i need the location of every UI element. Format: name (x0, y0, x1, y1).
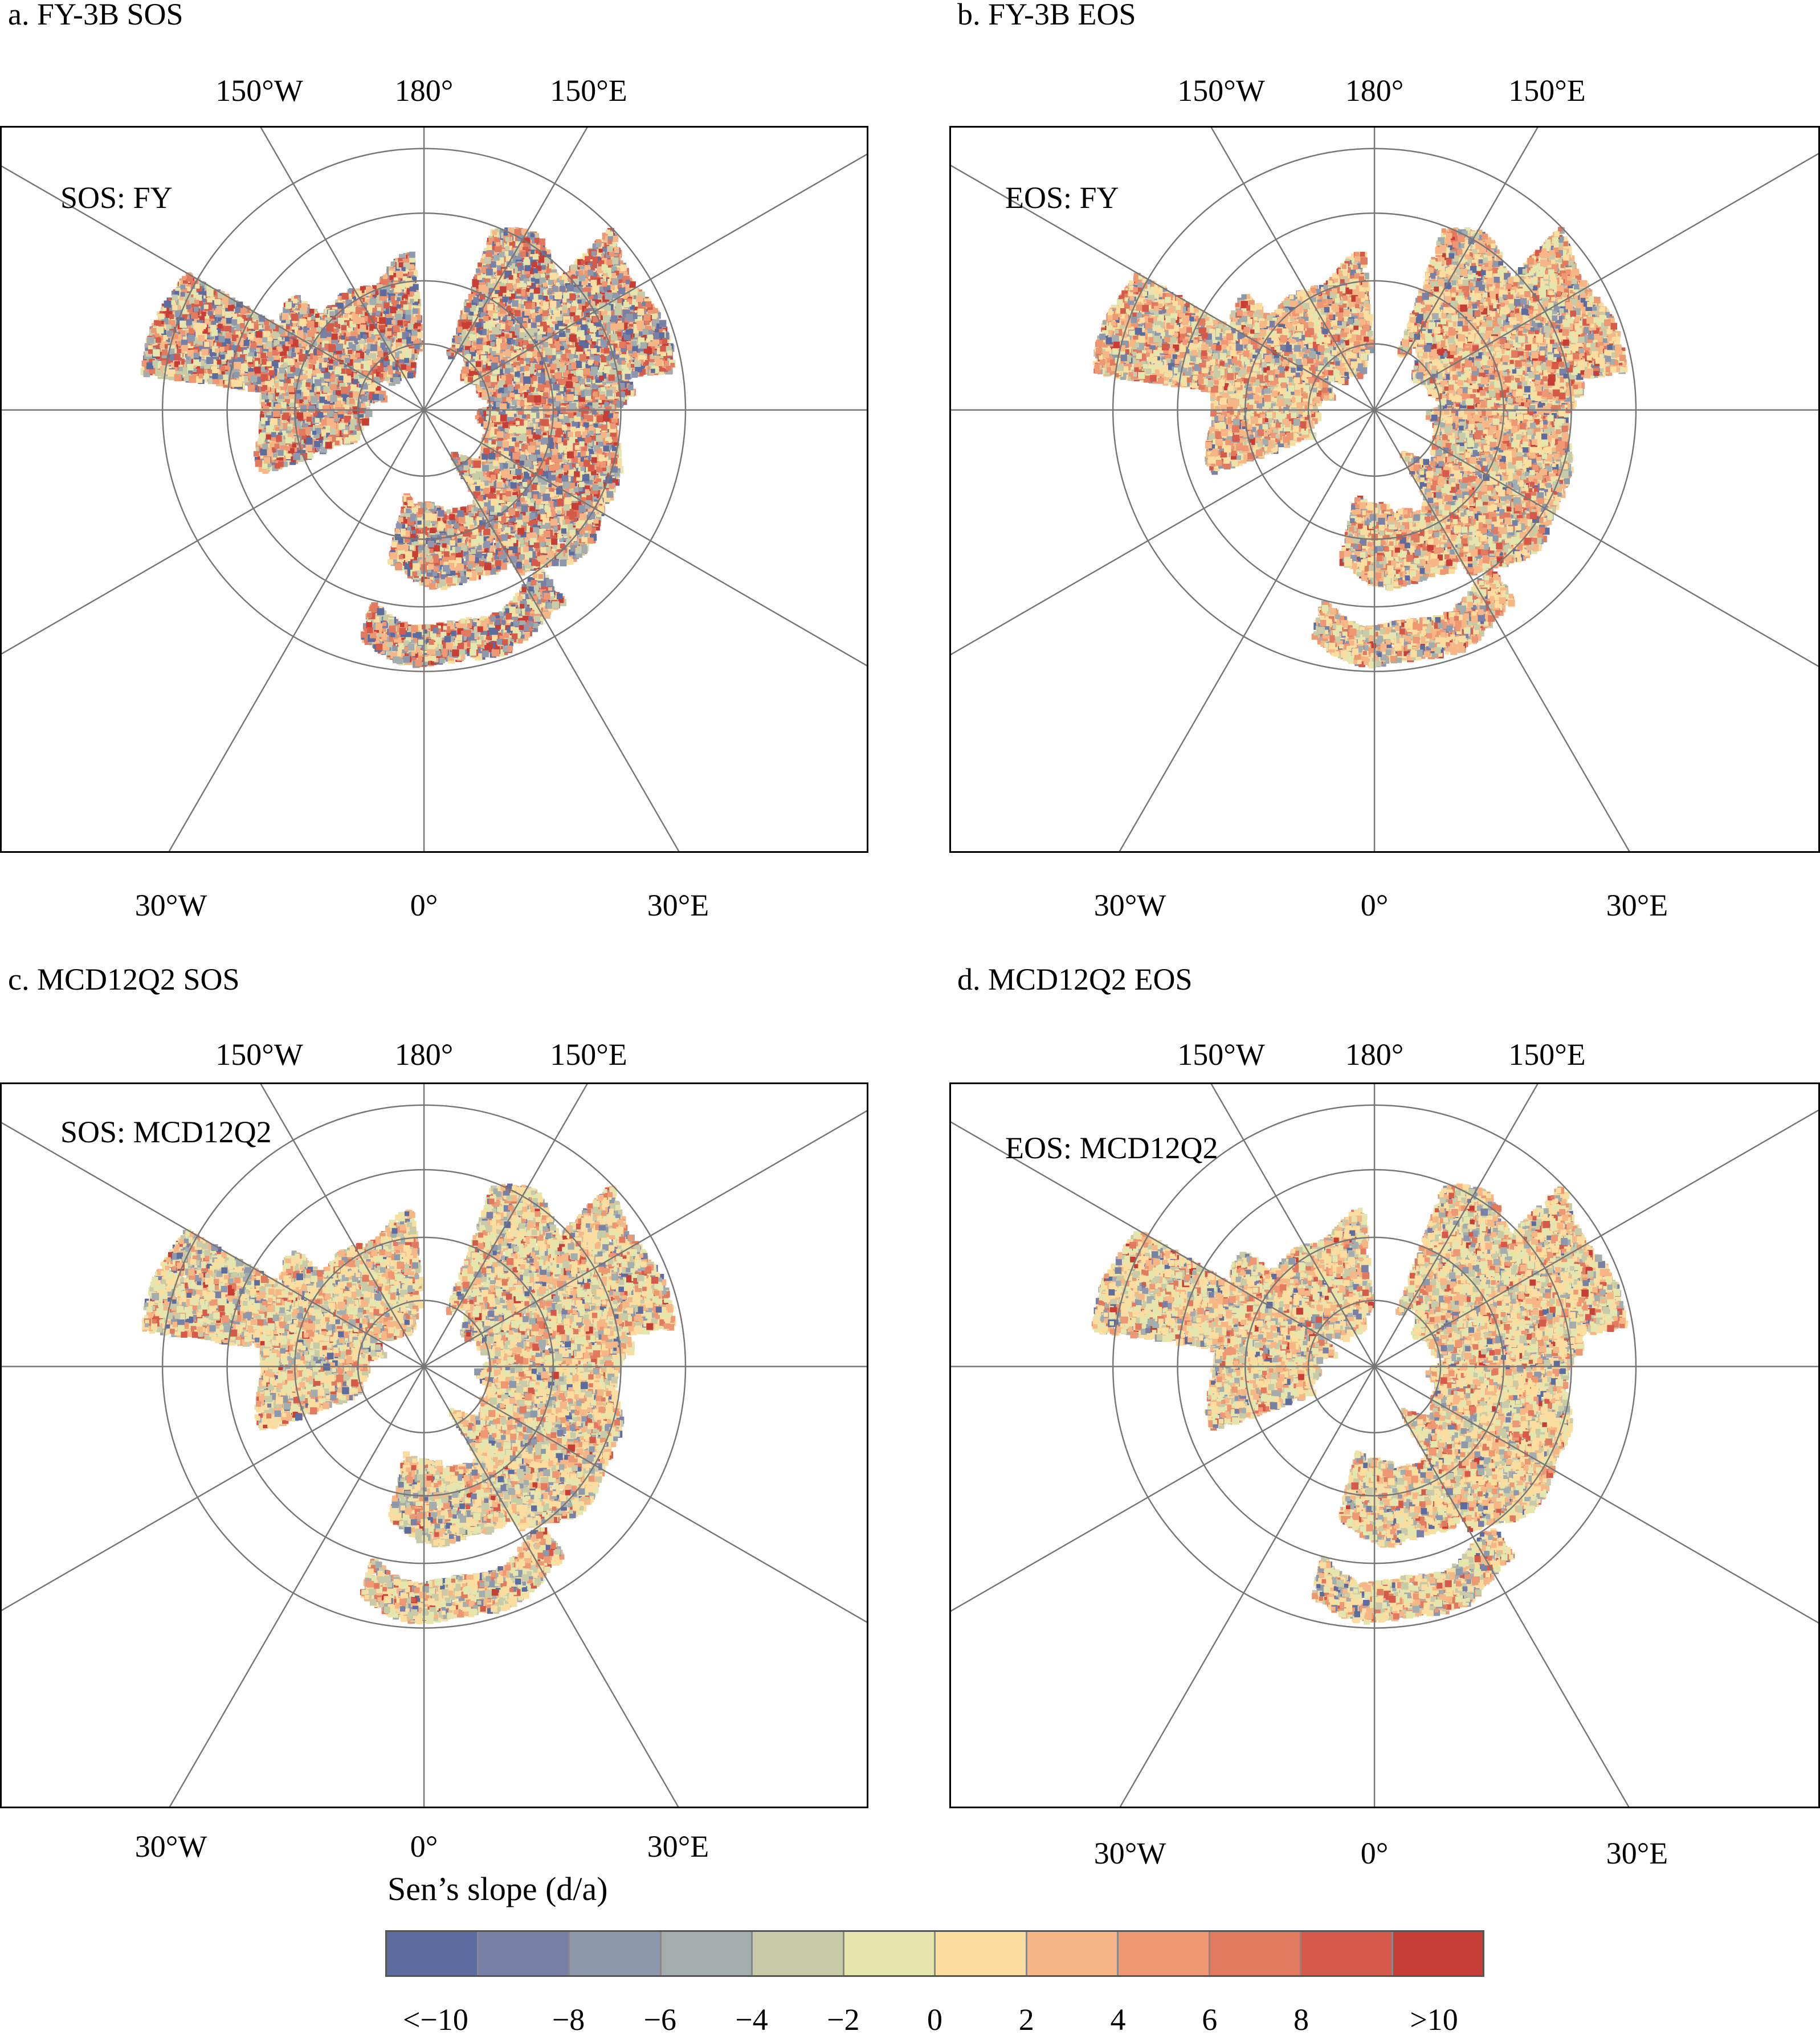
trend-pixel (487, 557, 492, 562)
trend-pixel (442, 544, 447, 548)
trend-pixel (399, 555, 403, 559)
trend-pixel (476, 566, 483, 573)
trend-pixel (457, 563, 464, 570)
trend-pixel (397, 545, 403, 551)
trend-pixel (450, 571, 455, 576)
trend-pixel (483, 530, 488, 535)
trend-pixel (466, 571, 472, 577)
trend-pixel (455, 547, 461, 553)
trend-pixel (428, 564, 434, 570)
panel-title: a. FY-3B SOS (8, 0, 183, 32)
trend-pixel (458, 538, 462, 542)
trend-pixel (459, 517, 466, 524)
trend-pixel (471, 549, 476, 554)
trend-pixel (478, 554, 481, 558)
trend-pixel (390, 552, 397, 559)
trend-pixel (418, 545, 423, 550)
trend-pixel (388, 559, 393, 565)
trend-pixel (398, 517, 403, 522)
trend-pixel (429, 559, 433, 563)
trend-pixel (471, 539, 479, 546)
trend-pixel (468, 564, 473, 569)
trend-pixel (479, 561, 485, 567)
trend-pixel (403, 544, 409, 550)
trend-pixel (395, 529, 399, 533)
trend-pixel (457, 578, 461, 582)
trend-pixel (444, 551, 450, 557)
trend-pixel (495, 560, 501, 566)
trend-pixel (410, 546, 414, 550)
trend-pixel (552, 559, 558, 566)
trend-pixel (474, 507, 478, 511)
trend-pixel (395, 563, 402, 570)
trend-pixel (457, 510, 464, 517)
trend-pixel (430, 527, 436, 533)
trend-pixel (412, 571, 417, 577)
trend-pixel (485, 570, 491, 575)
trend-pixel (432, 571, 437, 576)
trend-pixel (471, 570, 476, 575)
trend-pixel (452, 508, 458, 513)
lon-label-top-left: 150°W (215, 73, 303, 108)
trend-pixel (443, 565, 450, 572)
lon-label-top-right: 150°E (550, 73, 627, 108)
trend-pixel (446, 577, 452, 583)
trend-pixel (407, 500, 414, 506)
trend-pixel (454, 524, 459, 529)
trend-pixel (484, 563, 491, 570)
trend-pixel (469, 555, 475, 561)
trend-pixel (433, 567, 438, 572)
polar-map (0, 126, 868, 853)
trend-pixel (449, 514, 455, 520)
trend-pixel (406, 508, 410, 513)
trend-pixel (450, 540, 455, 545)
trend-pixel (483, 541, 491, 548)
trend-pixel (412, 551, 418, 557)
trend-pixel (391, 542, 397, 547)
lon-label-top-center: 180° (395, 73, 454, 108)
trend-pixel (413, 563, 420, 570)
trend-pixel (401, 530, 406, 536)
trend-pixel (533, 520, 537, 525)
trend-pixel (459, 526, 464, 532)
polar-map-svg (2, 128, 867, 851)
trend-pixel (500, 555, 504, 559)
trend-pixel (470, 525, 474, 529)
trend-pixel (464, 561, 468, 565)
trend-pixel (434, 545, 440, 551)
trend-pixel (438, 583, 442, 588)
trend-pixel (427, 541, 434, 547)
trend-pixel (429, 583, 435, 589)
trend-pixel (447, 528, 454, 535)
